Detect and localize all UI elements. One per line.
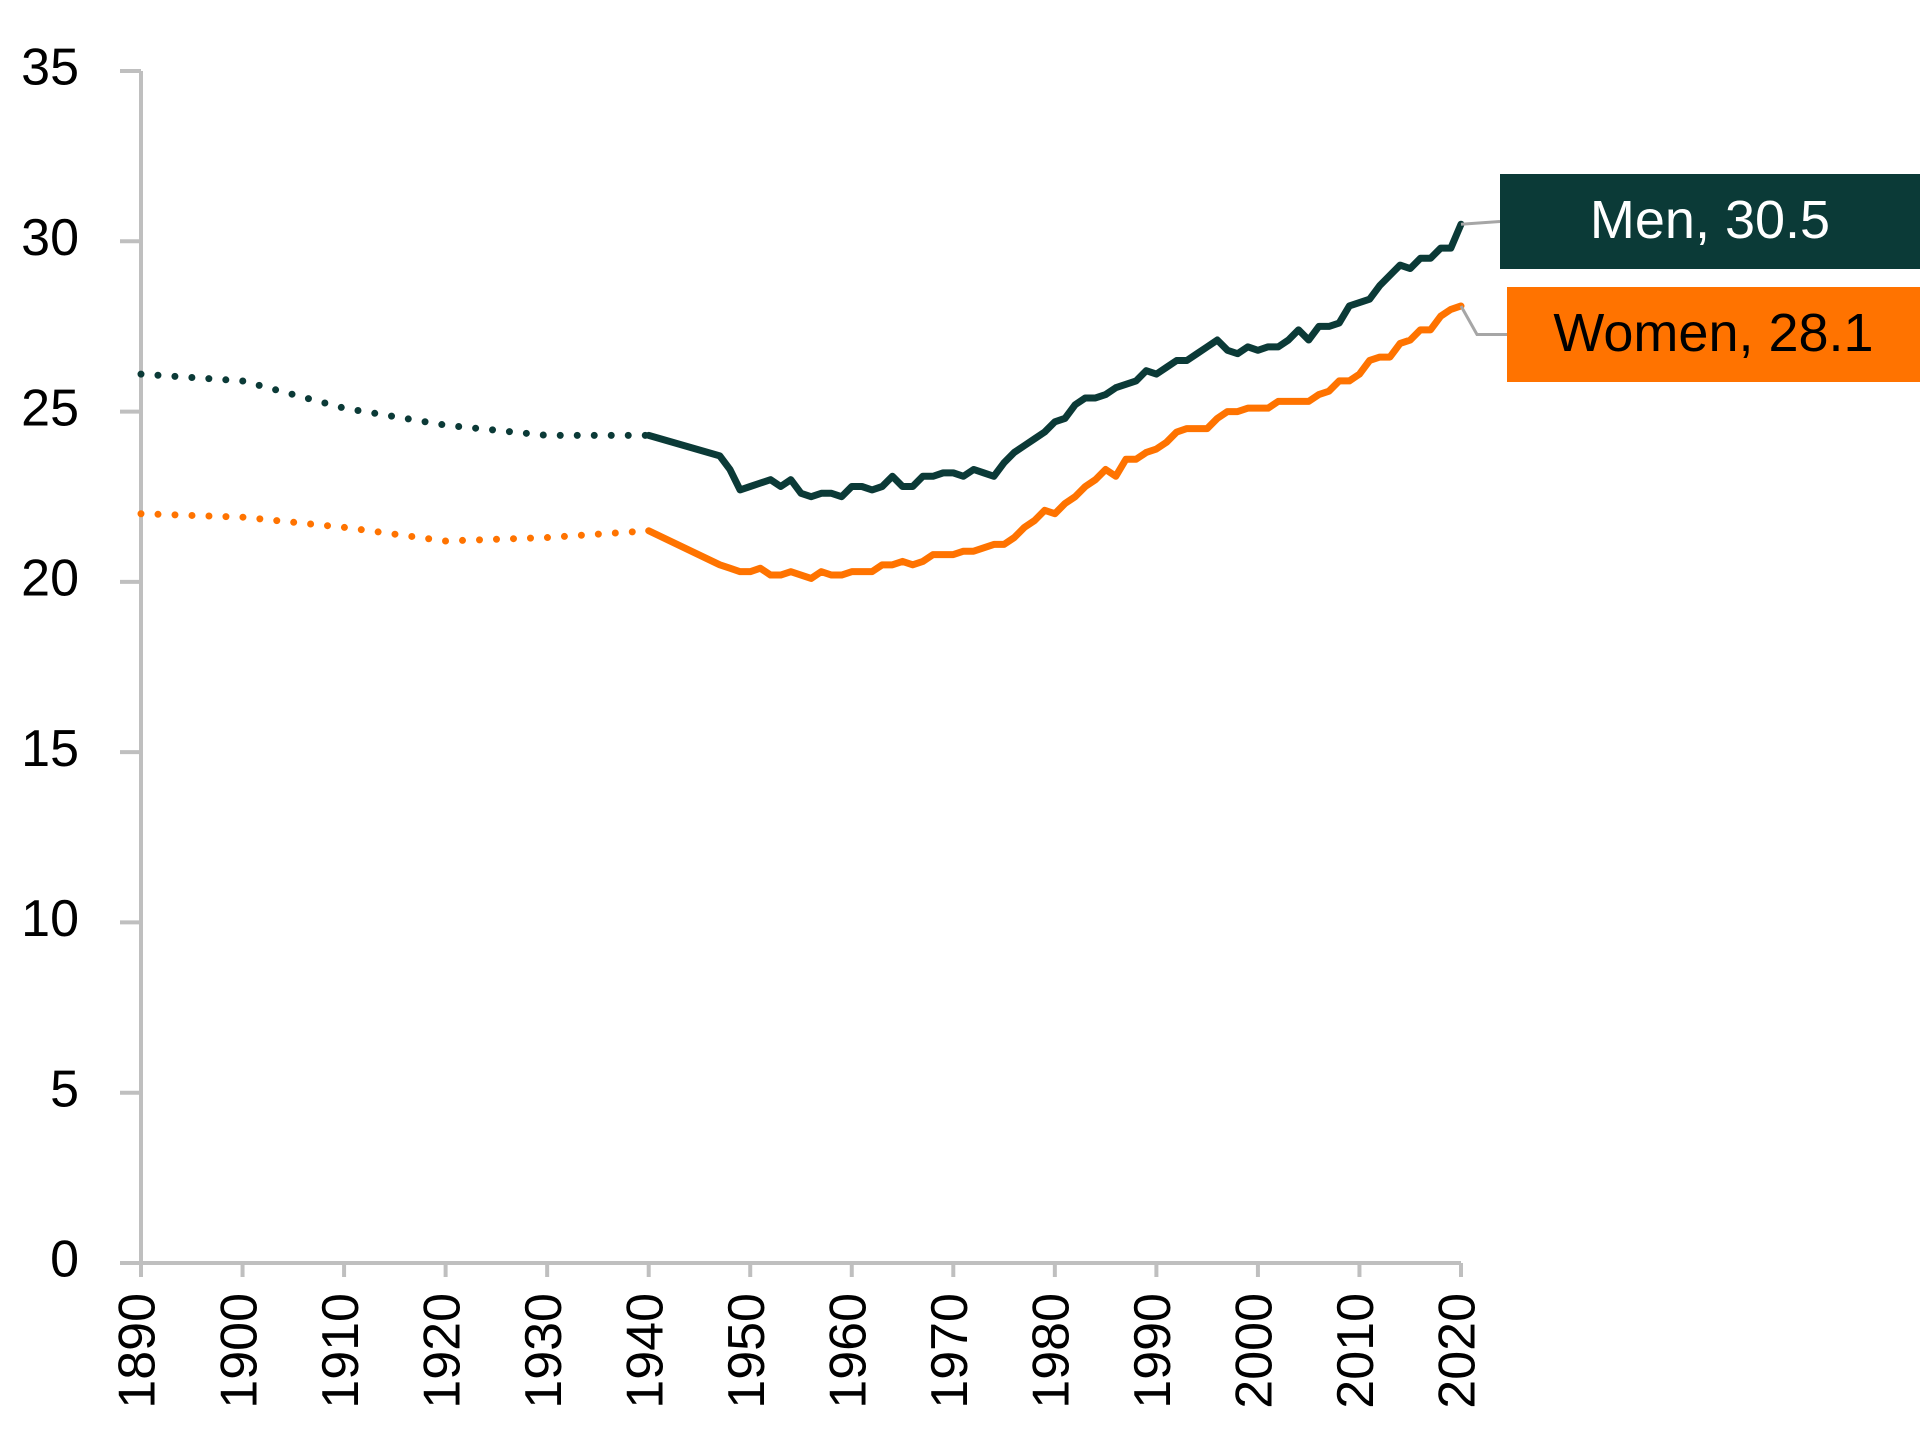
x-tick-label: 1910 [312, 1293, 370, 1409]
label-connector [1460, 220, 1501, 226]
line-dotted [137, 510, 653, 545]
x-tick-label: 1940 [616, 1293, 674, 1409]
y-tick-label: 15 [21, 720, 79, 778]
line-dotted [137, 370, 653, 439]
x-tick-label: 1920 [413, 1293, 471, 1409]
label-connector [1459, 305, 1507, 336]
y-tick-label: 10 [21, 890, 79, 948]
x-tick-label: 2000 [1226, 1293, 1284, 1409]
y-tick-label: 30 [21, 209, 79, 267]
series-label: Men, 30.5 [1590, 190, 1830, 250]
line [645, 302, 1465, 582]
x-tick-label: 1890 [109, 1293, 167, 1409]
label-box [1500, 174, 1920, 269]
x-tick-label: 1900 [210, 1293, 268, 1409]
x-tick-label: 1960 [820, 1293, 878, 1409]
y-tick-label: 0 [50, 1231, 79, 1289]
x-tick-label: 1970 [921, 1293, 979, 1409]
series-label: Women, 28.1 [1553, 303, 1873, 363]
x-tick-label: 1990 [1124, 1293, 1182, 1409]
y-tick-label: 25 [21, 379, 79, 437]
y-tick-label: 35 [21, 39, 79, 97]
x-tick-label: 2010 [1327, 1293, 1385, 1409]
x-tick-label: 1950 [718, 1293, 776, 1409]
x-tick-label: 1930 [515, 1293, 573, 1409]
x-tick-label: 2020 [1429, 1293, 1487, 1409]
label-box [1507, 287, 1920, 382]
y-tick-label: 5 [50, 1060, 79, 1118]
x-tick-label: 1980 [1023, 1293, 1081, 1409]
line [645, 220, 1465, 501]
y-tick-label: 20 [21, 550, 79, 608]
